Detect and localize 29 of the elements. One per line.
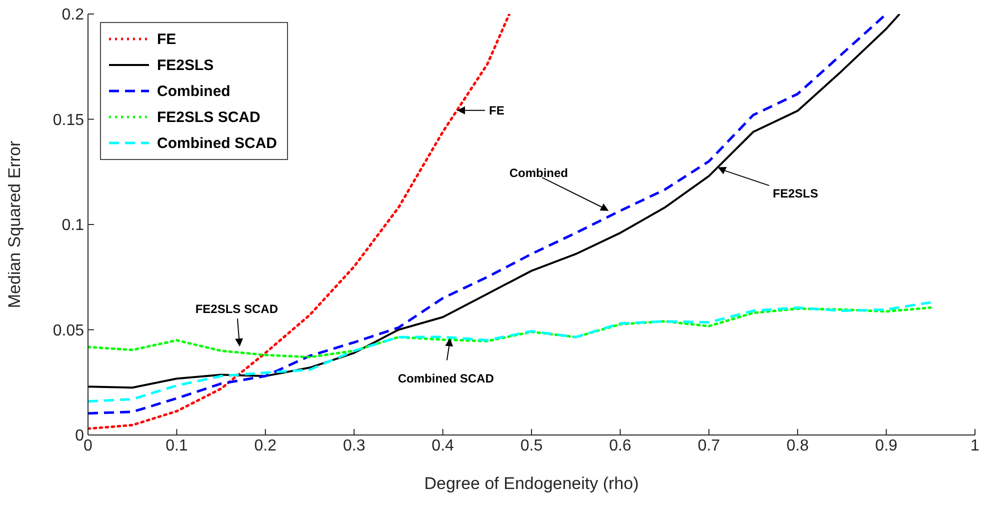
line-series (88, 301, 932, 403)
legend-label: Combined SCAD (157, 134, 277, 152)
annotation: FE2SLS (772, 186, 818, 200)
y-axis-title: Median Squared Error (5, 140, 24, 308)
legend-label: FE2SLS (157, 56, 214, 74)
x-tick-label: 0.7 (698, 437, 720, 454)
legend-label: FE (157, 30, 176, 48)
y-tick-label: 0.2 (62, 6, 84, 24)
x-tick-label: 0.2 (254, 437, 277, 454)
x-tick-label: 0.6 (609, 437, 632, 454)
line-series (88, 306, 932, 358)
annotation: Combined SCAD (398, 371, 494, 386)
legend-label: FE2SLS SCAD (157, 108, 260, 126)
x-tick-label: 0.8 (786, 437, 809, 454)
x-tick-label: 0.5 (520, 437, 543, 454)
x-tick-label: 1 (970, 437, 980, 454)
annotation: FE2SLS SCAD (195, 302, 278, 316)
x-tick-label: 0.9 (875, 437, 898, 454)
x-tick-label: 0.1 (166, 437, 188, 454)
y-tick-label: 0.1 (62, 217, 84, 234)
annotation: Combined (509, 166, 568, 180)
y-tick-label: 0.15 (52, 112, 84, 129)
legend-label: Combined (157, 82, 230, 100)
x-axis-title: Degree of Endogeneity (rho) (424, 474, 639, 493)
line-series (88, 14, 511, 430)
annotation: FE (488, 104, 504, 118)
x-tick-label: 0.4 (432, 437, 454, 454)
x-tick-label: 0.3 (342, 437, 366, 454)
y-tick-label: 0.05 (52, 322, 84, 340)
